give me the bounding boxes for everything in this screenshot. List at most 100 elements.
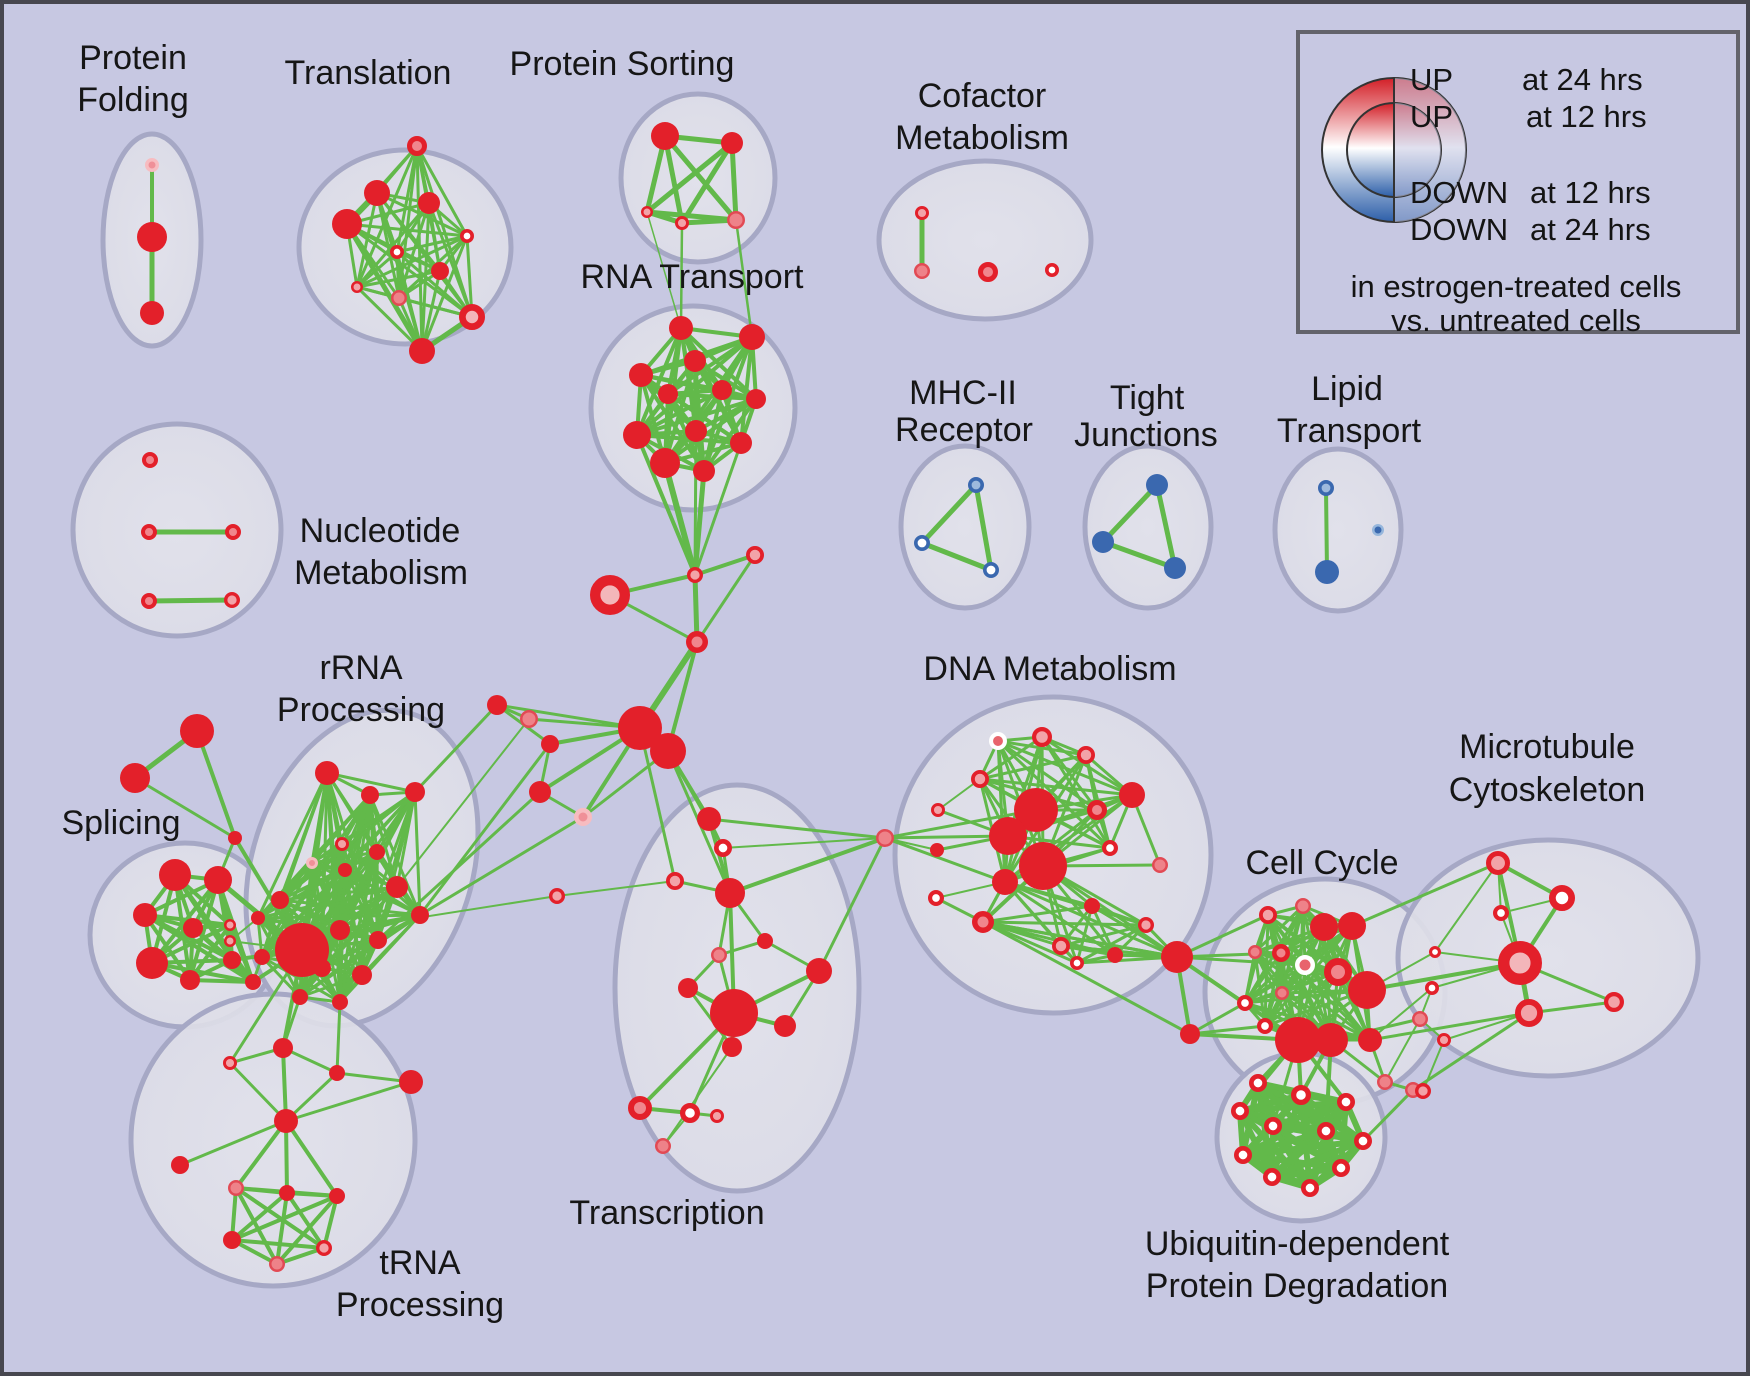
node-tx6: [757, 933, 773, 949]
network-edge: [981, 920, 1148, 927]
network-edge: [692, 572, 700, 645]
network-edge: [1243, 963, 1307, 1005]
network-edge: [376, 790, 542, 942]
node-rt6: [712, 380, 732, 400]
node-tl8: [351, 281, 364, 294]
network-edge: [234, 1119, 288, 1190]
node-rt3: [684, 350, 706, 372]
node-cf4: [1044, 263, 1059, 278]
network-edge: [729, 140, 739, 223]
network-edge: [275, 1246, 326, 1266]
node-rr6: [369, 844, 385, 860]
network-edge: [693, 429, 698, 577]
cluster-label-splicing-line0: Splicing: [61, 804, 180, 842]
network-edge: [635, 388, 724, 437]
network-edge: [335, 1000, 342, 1075]
node-tn3: [329, 1065, 345, 1081]
node-cc11: [1236, 995, 1253, 1012]
network-edge: [693, 553, 757, 577]
node-hb6: [650, 733, 686, 769]
node-sp8: [223, 951, 241, 969]
node-tx13: [628, 1096, 652, 1120]
cluster-label-protein-folding-line0: Protein: [79, 39, 187, 77]
network-edge: [228, 1061, 288, 1123]
cluster-label-ubiquitin-degradation-line0: Ubiquitin-dependent: [1145, 1225, 1450, 1263]
node-rr3: [405, 782, 425, 802]
node-hb7: [541, 735, 559, 753]
network-edge: [355, 201, 431, 289]
node-ps4: [674, 216, 689, 231]
node-cf3: [978, 262, 998, 282]
node-tn10: [315, 1240, 332, 1257]
node-rr18: [254, 949, 270, 965]
cluster-label-trna-processing-line0: tRNA: [379, 1244, 461, 1282]
node-sp1: [159, 859, 191, 891]
node-cf1: [914, 206, 929, 221]
node-tx14: [679, 1102, 700, 1123]
network-edge: [662, 1046, 733, 1147]
node-dm23: [1161, 941, 1193, 973]
network-edge: [1243, 951, 1283, 1005]
network-edge: [427, 201, 474, 319]
network-edge: [817, 836, 887, 973]
node-mh3: [982, 561, 999, 578]
node-rr19: [223, 935, 236, 948]
network-edge: [638, 726, 677, 883]
node-cc14: [1314, 1023, 1348, 1057]
network-edge: [1280, 991, 1372, 1042]
node-ub3: [1230, 1101, 1249, 1120]
network-edge: [662, 133, 739, 223]
network-edge: [230, 1238, 326, 1250]
network-edge: [188, 978, 255, 984]
node-cf2: [914, 263, 930, 279]
network-edge: [278, 898, 422, 917]
network-edge: [919, 540, 994, 573]
network-edge: [978, 735, 1044, 781]
network-edge: [260, 842, 344, 959]
network-edge: [1188, 1001, 1247, 1036]
cluster-label-tight-junctions-line1: Junctions: [1074, 416, 1218, 454]
node-cc1: [1259, 906, 1278, 925]
network-edge: [278, 885, 399, 902]
network-edge: [722, 837, 886, 849]
legend-inner-fade-half: [1394, 103, 1441, 197]
legend-row-time-3: at 24 hrs: [1530, 212, 1651, 247]
node-sp2: [204, 866, 232, 894]
node-tl7: [431, 262, 449, 280]
network-edge: [635, 433, 697, 577]
node-dm22: [1138, 916, 1155, 933]
network-edge: [285, 1191, 326, 1250]
node-ps5: [727, 211, 745, 229]
network-edge: [368, 793, 422, 917]
cluster-label-rrna-processing-line1: Processing: [277, 691, 445, 729]
node-cc12: [1256, 1018, 1273, 1035]
node-rr7: [338, 863, 352, 877]
network-edge: [1411, 1011, 1531, 1092]
node-dm10: [1019, 842, 1067, 890]
node-dm6: [1119, 782, 1145, 808]
network-edge: [322, 1194, 339, 1250]
node-cc4: [1338, 912, 1366, 940]
node-dml: [876, 829, 894, 847]
cluster-label-lipid-transport-line0: Lipid: [1311, 370, 1383, 408]
network-edge: [396, 718, 530, 888]
node-lp2: [1315, 560, 1339, 584]
node-sp6: [136, 947, 168, 979]
network-edge: [1303, 963, 1372, 1042]
cluster-label-nucleotide-metabolism-line0: Nucleotide: [300, 512, 461, 550]
network-edge: [284, 1080, 413, 1123]
node-hb3: [590, 575, 631, 616]
node-tl1: [407, 136, 427, 156]
cluster-ellipse-cofactor-metabolism: [876, 158, 1094, 322]
node-tn7: [279, 1185, 295, 1201]
network-edge: [1269, 1165, 1344, 1180]
node-rt1: [669, 316, 693, 340]
cluster-ellipse-tight-junctions: [1082, 443, 1214, 611]
node-tl2: [364, 180, 390, 206]
network-edge: [325, 771, 417, 794]
network-edge: [320, 938, 380, 970]
cluster-ellipse-transcription: [612, 782, 862, 1194]
network-edge: [1154, 482, 1178, 571]
network-edge: [395, 250, 474, 319]
